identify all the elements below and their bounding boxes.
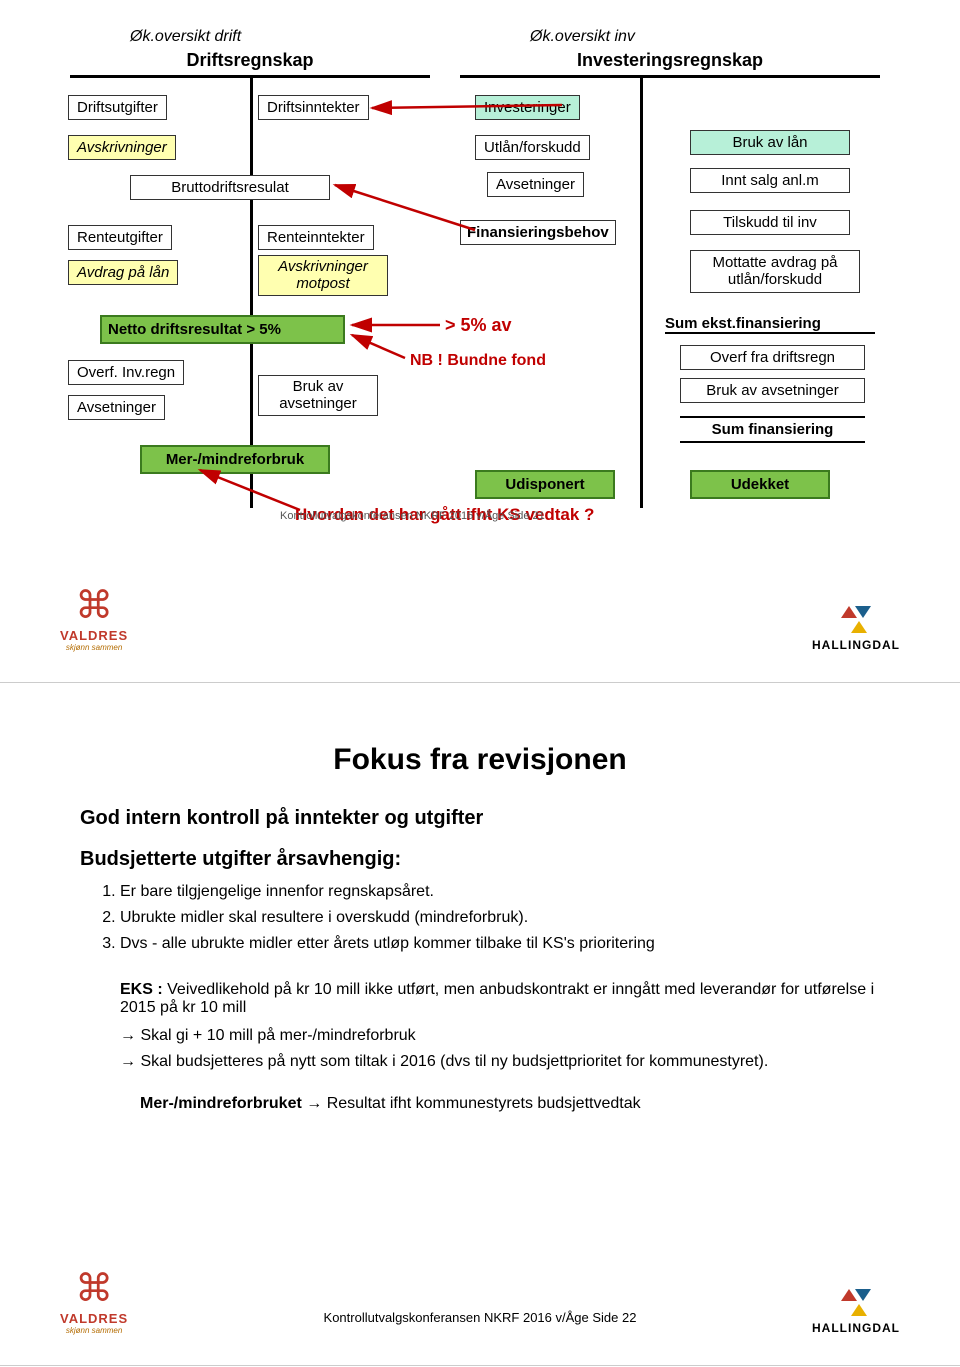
netto-text: Netto driftsresultat > 5% xyxy=(108,321,281,338)
eks-label: EKS : xyxy=(120,981,163,998)
box-udekket: Udekket xyxy=(690,470,830,499)
box-netto: Netto driftsresultat > 5% xyxy=(100,315,345,344)
box-driftsinntekter: Driftsinntekter xyxy=(258,95,369,120)
eks-para: EKS : Veivedlikehold på kr 10 mill ikke … xyxy=(120,981,880,1017)
inv-header: Investeringsregnskap xyxy=(460,50,880,78)
label-ok-inv: Øk.oversikt inv xyxy=(530,28,635,46)
box-udisponert: Udisponert xyxy=(475,470,615,499)
logo-hallingdal-2: HALLINGDAL xyxy=(812,1289,900,1335)
box-finbehov: Finansieringsbehov xyxy=(460,220,616,245)
logo-hallingdal: HALLINGDAL xyxy=(812,606,900,652)
box-mottatte: Mottatte avdrag på utlån/forskudd xyxy=(690,250,860,293)
hallingdal-text: HALLINGDAL xyxy=(812,1321,900,1335)
box-investeringer: Investeringer xyxy=(475,95,580,120)
box-avdrag: Avdrag på lån xyxy=(68,260,178,285)
logo-valdres-2: ⌘ VALDRES skjønn sammen xyxy=(60,1266,128,1335)
s2-sub2: Budsjetterte utgifter årsavhengig: xyxy=(80,848,880,871)
label-ok-drift: Øk.oversikt drift xyxy=(130,28,241,46)
pretzel-icon: ⌘ xyxy=(60,1266,128,1311)
inv-title: Investeringsregnskap xyxy=(460,50,880,71)
hallingdal-icon xyxy=(812,1289,900,1319)
valdres-text: VALDRES xyxy=(60,628,128,643)
box-overfdr: Overf fra driftsregn xyxy=(680,345,865,370)
box-avskr-motpost: Avskrivninger motpost xyxy=(258,255,388,296)
hallingdal-icon xyxy=(812,606,900,636)
footer-overlap: Kontrollutvalgskonferansen NKRF 2016 v/Å… xyxy=(280,510,545,522)
red-5pct: > 5% av xyxy=(445,315,512,336)
arrow-item: Skal gi + 10 mill på mer-/mindreforbruk xyxy=(120,1027,880,1045)
box-mer: Mer-/mindreforbruk xyxy=(140,445,330,474)
box-bruklan: Bruk av lån xyxy=(690,130,850,155)
drift-title: Driftsregnskap xyxy=(70,50,430,71)
box-tilskudd: Tilskudd til inv xyxy=(690,210,850,235)
s2-ol: Er bare tilgjengelige innenfor regnskaps… xyxy=(120,883,880,953)
pretzel-icon: ⌘ xyxy=(60,583,128,628)
box-renteinnt: Renteinntekter xyxy=(258,225,374,250)
s2-sub1: God intern kontroll på inntekter og utgi… xyxy=(80,807,880,830)
box-sumekst: Sum ekst.finansiering xyxy=(665,315,875,334)
slide-text: Fokus fra revisjonen God intern kontroll… xyxy=(0,683,960,1366)
eks-text: Veivedlikehold på kr 10 mill ikke utført… xyxy=(120,981,874,1016)
box-utlan: Utlån/forskudd xyxy=(475,135,590,160)
mer-line: Mer-/mindreforbruket → Resultat ifht kom… xyxy=(140,1095,880,1113)
valdres-tag: skjønn sammen xyxy=(60,1326,128,1335)
slide-diagram: Øk.oversikt drift Øk.oversikt inv Drifts… xyxy=(0,0,960,683)
ol-item: Ubrukte midler skal resultere i overskud… xyxy=(120,909,880,927)
arrow-list: Skal gi + 10 mill på mer-/mindreforbruk … xyxy=(120,1027,880,1071)
box-brukavs: Bruk av avsetninger xyxy=(680,378,865,403)
red-bundne: NB ! Bundne fond xyxy=(410,352,546,370)
valdres-text: VALDRES xyxy=(60,1311,128,1326)
box-avskrivninger: Avskrivninger xyxy=(68,135,176,160)
valdres-tag: skjønn sammen xyxy=(60,643,128,652)
s2-title: Fokus fra revisjonen xyxy=(80,743,880,777)
box-inntsalg: Innt salg anl.m xyxy=(690,168,850,193)
box-brukav: Bruk av avsetninger xyxy=(258,375,378,416)
arrow-item: Skal budsjetteres på nytt som tiltak i 2… xyxy=(120,1053,880,1071)
mer-text: → Resultat ifht kommunestyrets budsjettv… xyxy=(302,1095,641,1112)
mer-label: Mer-/mindreforbruket xyxy=(140,1095,302,1112)
hallingdal-text: HALLINGDAL xyxy=(812,638,900,652)
box-driftsutgifter: Driftsutgifter xyxy=(68,95,167,120)
box-renteutg: Renteutgifter xyxy=(68,225,172,250)
box-avsetninger-m: Avsetninger xyxy=(487,172,584,197)
box-avsetninger-l: Avsetninger xyxy=(68,395,165,420)
ol-item: Dvs - alle ubrukte midler etter årets ut… xyxy=(120,935,880,953)
ol-item: Er bare tilgjengelige innenfor regnskaps… xyxy=(120,883,880,901)
drift-header-line: Driftsregnskap xyxy=(70,50,430,78)
box-sumfin: Sum finansiering xyxy=(680,416,865,443)
box-overf-invregn: Overf. Inv.regn xyxy=(68,360,184,385)
logo-valdres: ⌘ VALDRES skjønn sammen xyxy=(60,583,128,652)
box-brutto: Bruttodriftsresulat xyxy=(130,175,330,200)
